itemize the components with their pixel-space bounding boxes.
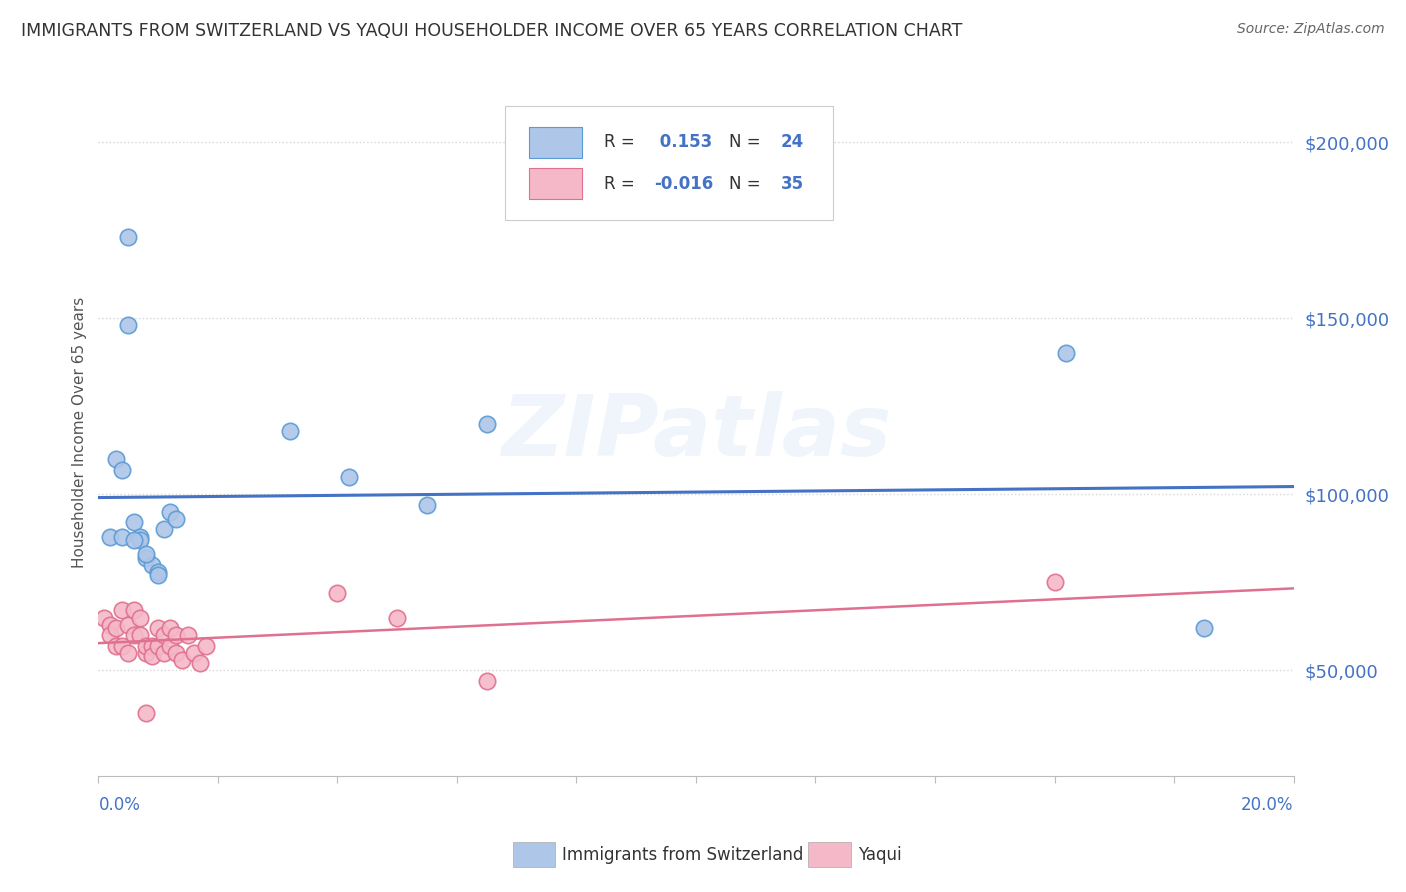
Point xyxy=(165,512,187,526)
Text: IMMIGRANTS FROM SWITZERLAND VS YAQUI HOUSEHOLDER INCOME OVER 65 YEARS CORRELATIO: IMMIGRANTS FROM SWITZERLAND VS YAQUI HOU… xyxy=(21,22,963,40)
Point xyxy=(141,639,163,653)
Point xyxy=(159,639,181,653)
Point xyxy=(105,639,128,653)
Text: Source: ZipAtlas.com: Source: ZipAtlas.com xyxy=(1237,22,1385,37)
Point xyxy=(148,639,170,653)
Point xyxy=(117,318,139,333)
Point xyxy=(111,462,134,476)
Point xyxy=(278,424,301,438)
Point xyxy=(135,639,157,653)
Point xyxy=(141,558,163,572)
Point xyxy=(111,603,134,617)
Text: ZIPatlas: ZIPatlas xyxy=(501,391,891,475)
Point xyxy=(124,628,146,642)
Point xyxy=(105,621,128,635)
Point xyxy=(1043,575,1066,590)
Point xyxy=(129,529,152,543)
Point xyxy=(153,646,176,660)
Text: 0.0%: 0.0% xyxy=(98,796,141,814)
Point xyxy=(385,610,409,624)
Point xyxy=(100,529,122,543)
Point xyxy=(117,617,139,632)
Point xyxy=(93,610,115,624)
Point xyxy=(339,469,360,483)
Point xyxy=(124,603,146,617)
FancyBboxPatch shape xyxy=(505,106,834,219)
Point xyxy=(1192,621,1215,635)
Point xyxy=(188,657,211,671)
Point xyxy=(148,565,170,579)
Point xyxy=(159,621,181,635)
Text: Yaqui: Yaqui xyxy=(858,846,901,863)
Point xyxy=(105,452,128,467)
Point xyxy=(177,628,200,642)
Text: N =: N = xyxy=(730,134,766,152)
Point xyxy=(183,646,205,660)
Text: 35: 35 xyxy=(780,175,804,193)
Text: 20.0%: 20.0% xyxy=(1241,796,1294,814)
Point xyxy=(195,639,218,653)
Point xyxy=(100,617,122,632)
Point xyxy=(475,673,498,688)
Point xyxy=(117,230,139,244)
Point xyxy=(129,628,152,642)
Text: -0.016: -0.016 xyxy=(654,175,713,193)
Point xyxy=(141,649,163,664)
Point xyxy=(1054,346,1078,360)
Point xyxy=(111,639,134,653)
Point xyxy=(153,628,176,642)
Point xyxy=(135,547,157,561)
Point xyxy=(159,505,181,519)
Point xyxy=(129,533,152,547)
Y-axis label: Householder Income Over 65 years: Householder Income Over 65 years xyxy=(72,297,87,568)
Point xyxy=(129,610,152,624)
Point xyxy=(148,621,170,635)
Point xyxy=(135,550,157,565)
Point xyxy=(100,628,122,642)
FancyBboxPatch shape xyxy=(529,127,582,158)
Point xyxy=(172,653,194,667)
Text: 0.153: 0.153 xyxy=(654,134,713,152)
Point xyxy=(111,529,134,543)
Point xyxy=(124,533,146,547)
Text: R =: R = xyxy=(605,175,640,193)
Point xyxy=(124,516,146,530)
Text: N =: N = xyxy=(730,175,766,193)
Point xyxy=(165,646,187,660)
Point xyxy=(135,706,157,720)
Point xyxy=(148,568,170,582)
Text: 24: 24 xyxy=(780,134,804,152)
Point xyxy=(475,417,498,431)
Point xyxy=(165,628,187,642)
Point xyxy=(416,498,439,512)
Text: R =: R = xyxy=(605,134,640,152)
Text: Immigrants from Switzerland: Immigrants from Switzerland xyxy=(562,846,804,863)
Point xyxy=(117,646,139,660)
Point xyxy=(326,586,349,600)
FancyBboxPatch shape xyxy=(529,169,582,199)
Point xyxy=(153,523,176,537)
Point xyxy=(135,646,157,660)
